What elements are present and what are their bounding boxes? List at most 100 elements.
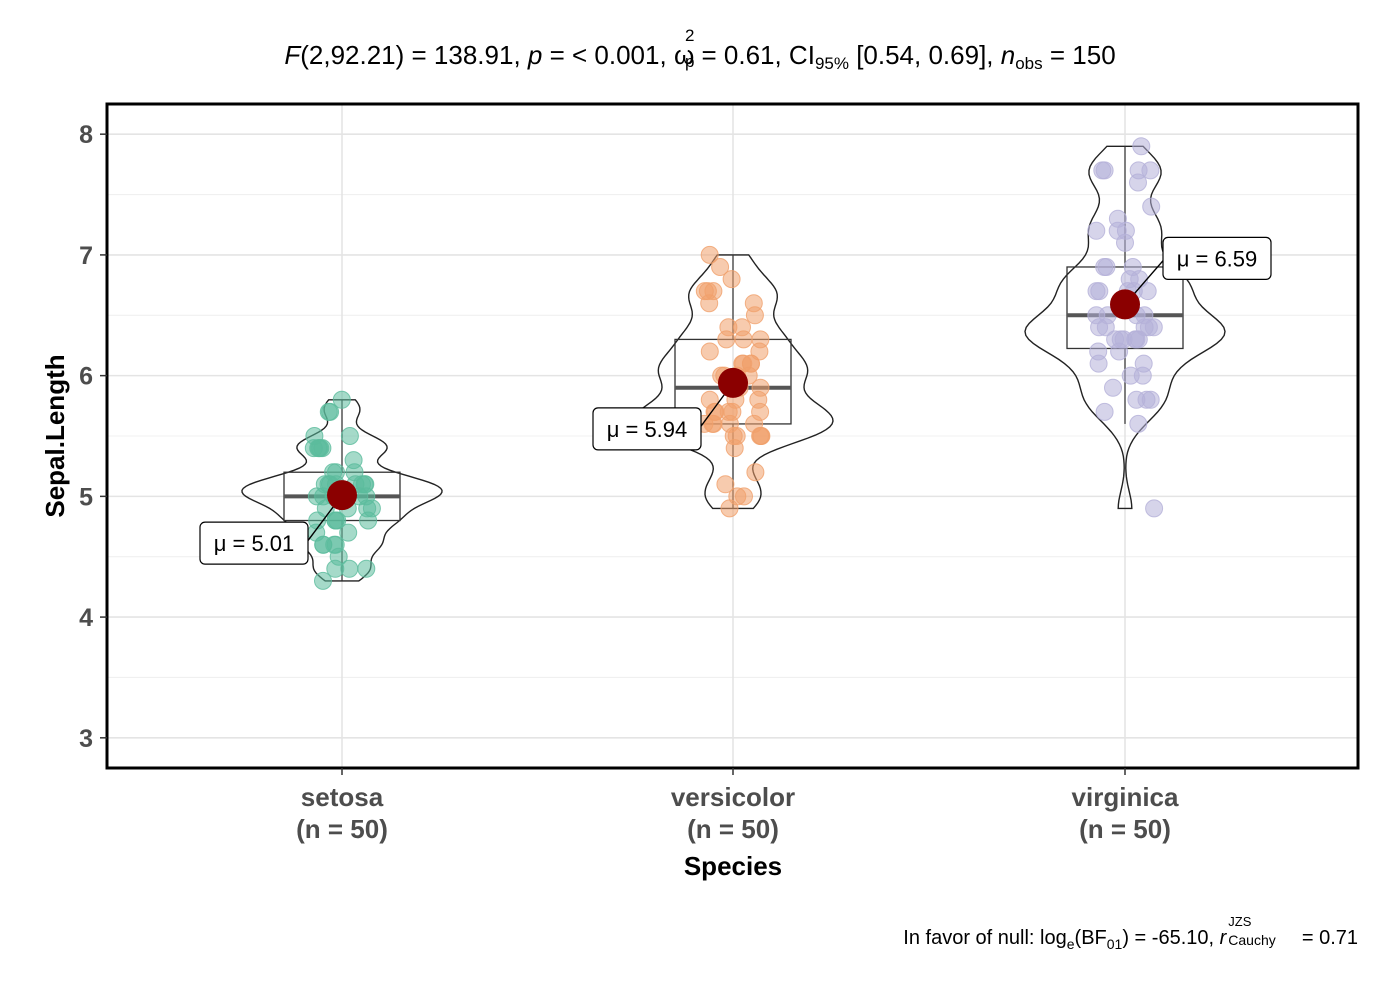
caption-log-sub: e	[1066, 936, 1075, 952]
data-point	[314, 535, 333, 554]
data-point	[344, 451, 363, 470]
mean-label: μ = 5.94	[607, 417, 688, 442]
caption-r-letter: r	[1219, 927, 1227, 949]
x-tick-count-virginica: (n = 50)	[1079, 814, 1171, 844]
mean-label-box	[199, 521, 309, 565]
data-point	[1132, 137, 1151, 156]
data-point	[332, 390, 351, 409]
data-point	[339, 523, 358, 542]
data-point	[1127, 330, 1146, 349]
mean-marker	[718, 367, 748, 398]
title-omega-value: = 0.61, CI	[694, 40, 815, 70]
title-n-value: = 150	[1042, 40, 1116, 70]
mean-label-box	[1162, 236, 1272, 281]
data-layer: μ = 5.01 μ = 5.94 μ = 6.59	[199, 137, 1272, 590]
caption-prefix: In favor of null: log	[903, 927, 1067, 949]
title-f-args: (2,92.21) = 138.91,	[300, 40, 528, 70]
data-point	[1142, 197, 1161, 216]
data-point	[700, 245, 719, 264]
title-omega-sup: 2	[684, 26, 695, 45]
x-tick-count-setosa: (n = 50)	[296, 814, 388, 844]
mean-label: μ = 6.59	[1177, 246, 1258, 271]
y-tick-label: 7	[79, 242, 93, 270]
data-point	[1145, 499, 1164, 518]
y-tick-label: 6	[79, 363, 93, 391]
title-omega-sub: p	[684, 52, 695, 71]
data-point	[1095, 161, 1114, 180]
data-point	[735, 487, 753, 506]
data-point	[362, 499, 381, 518]
data-point	[1111, 330, 1130, 349]
caption-r-sub: Cauchy	[1228, 932, 1276, 948]
data-point	[321, 402, 340, 421]
caption-r-sup: JZS	[1228, 914, 1252, 929]
data-point	[1129, 414, 1148, 433]
caption-r-value: = 0.71	[1296, 927, 1358, 949]
data-point	[326, 559, 345, 578]
data-point	[1129, 161, 1148, 180]
title-p-value: = < 0.001,	[542, 40, 674, 70]
x-tick-label-virginica: virginica	[1072, 782, 1179, 812]
caption-r-stack: JZS Cauchy	[1226, 914, 1296, 948]
data-point	[326, 511, 345, 530]
data-point	[340, 427, 359, 445]
data-point	[1095, 402, 1114, 421]
data-point	[717, 330, 736, 349]
data-point	[750, 342, 769, 361]
data-point	[1133, 366, 1152, 385]
data-point	[307, 487, 326, 506]
y-tick-label: 8	[79, 121, 93, 149]
y-axis-label: Sepal.Length	[40, 354, 70, 517]
title-n-letter: n	[1000, 40, 1016, 70]
data-point	[733, 318, 751, 337]
title-f-letter: F	[284, 40, 301, 70]
data-point	[722, 270, 741, 289]
data-point	[1087, 221, 1106, 240]
data-point	[695, 282, 714, 301]
mean-label: μ = 5.01	[214, 531, 295, 556]
violin-virginica	[1024, 145, 1226, 510]
data-point	[716, 475, 735, 494]
mean-marker	[1110, 289, 1140, 320]
caption-bf-open: (BF	[1074, 927, 1107, 949]
title-ci-sub: 95%	[814, 54, 849, 73]
data-point	[1127, 390, 1146, 409]
data-point	[725, 439, 744, 458]
data-point	[744, 294, 763, 313]
data-point	[751, 402, 770, 421]
title-ci-value: [0.54, 0.69],	[848, 40, 1001, 70]
data-point	[305, 427, 324, 445]
data-point	[314, 571, 332, 590]
caption-bf-close: ) = -65.10,	[1122, 927, 1220, 949]
x-tick-count-versicolor: (n = 50)	[687, 814, 779, 844]
data-point	[1095, 258, 1114, 276]
data-point	[746, 463, 765, 482]
data-point	[705, 402, 724, 421]
data-point	[711, 258, 730, 276]
data-point	[1104, 378, 1122, 397]
data-point	[1089, 342, 1108, 361]
title-n-sub: obs	[1015, 54, 1043, 73]
data-point	[1087, 282, 1106, 301]
caption-bf-sub: 01	[1106, 936, 1123, 952]
title-p-letter: p	[527, 40, 543, 70]
chart-caption: In favor of null: loge(BF01) = -65.10, r…	[903, 914, 1358, 952]
y-tick-label: 4	[79, 604, 93, 632]
data-point	[1108, 221, 1127, 240]
title-omega-symbol: ω	[673, 40, 695, 70]
data-point	[357, 559, 376, 578]
mean-marker	[327, 480, 357, 511]
data-point	[700, 342, 719, 361]
y-tick-label: 5	[79, 483, 93, 511]
x-axis-label: Species	[684, 851, 782, 881]
x-tick-label-setosa: setosa	[301, 782, 384, 812]
x-tick-label-versicolor: versicolor	[671, 782, 795, 812]
mean-label-box	[592, 407, 702, 451]
y-tick-label: 3	[79, 725, 93, 753]
data-point	[1096, 318, 1115, 337]
data-point	[752, 427, 770, 445]
